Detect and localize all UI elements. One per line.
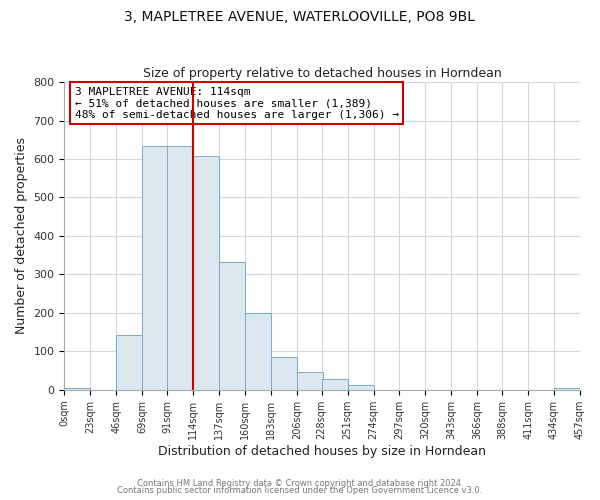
Bar — [64, 388, 91, 390]
Title: Size of property relative to detached houses in Horndean: Size of property relative to detached ho… — [143, 66, 502, 80]
Bar — [116, 335, 142, 390]
Bar — [347, 385, 374, 390]
Bar — [193, 156, 219, 390]
X-axis label: Distribution of detached houses by size in Horndean: Distribution of detached houses by size … — [158, 444, 486, 458]
Text: Contains public sector information licensed under the Open Government Licence v3: Contains public sector information licen… — [118, 486, 482, 495]
Text: Contains HM Land Registry data © Crown copyright and database right 2024.: Contains HM Land Registry data © Crown c… — [137, 478, 463, 488]
Bar — [554, 388, 580, 390]
Bar — [271, 357, 297, 390]
Bar — [322, 380, 347, 390]
Bar — [219, 262, 245, 390]
Bar — [297, 372, 323, 390]
Text: 3, MAPLETREE AVENUE, WATERLOOVILLE, PO8 9BL: 3, MAPLETREE AVENUE, WATERLOOVILLE, PO8 … — [125, 10, 476, 24]
Text: 3 MAPLETREE AVENUE: 114sqm
← 51% of detached houses are smaller (1,389)
48% of s: 3 MAPLETREE AVENUE: 114sqm ← 51% of deta… — [75, 86, 399, 120]
Bar — [245, 313, 271, 390]
Y-axis label: Number of detached properties: Number of detached properties — [15, 138, 28, 334]
Bar — [142, 146, 168, 390]
Bar — [167, 146, 193, 390]
